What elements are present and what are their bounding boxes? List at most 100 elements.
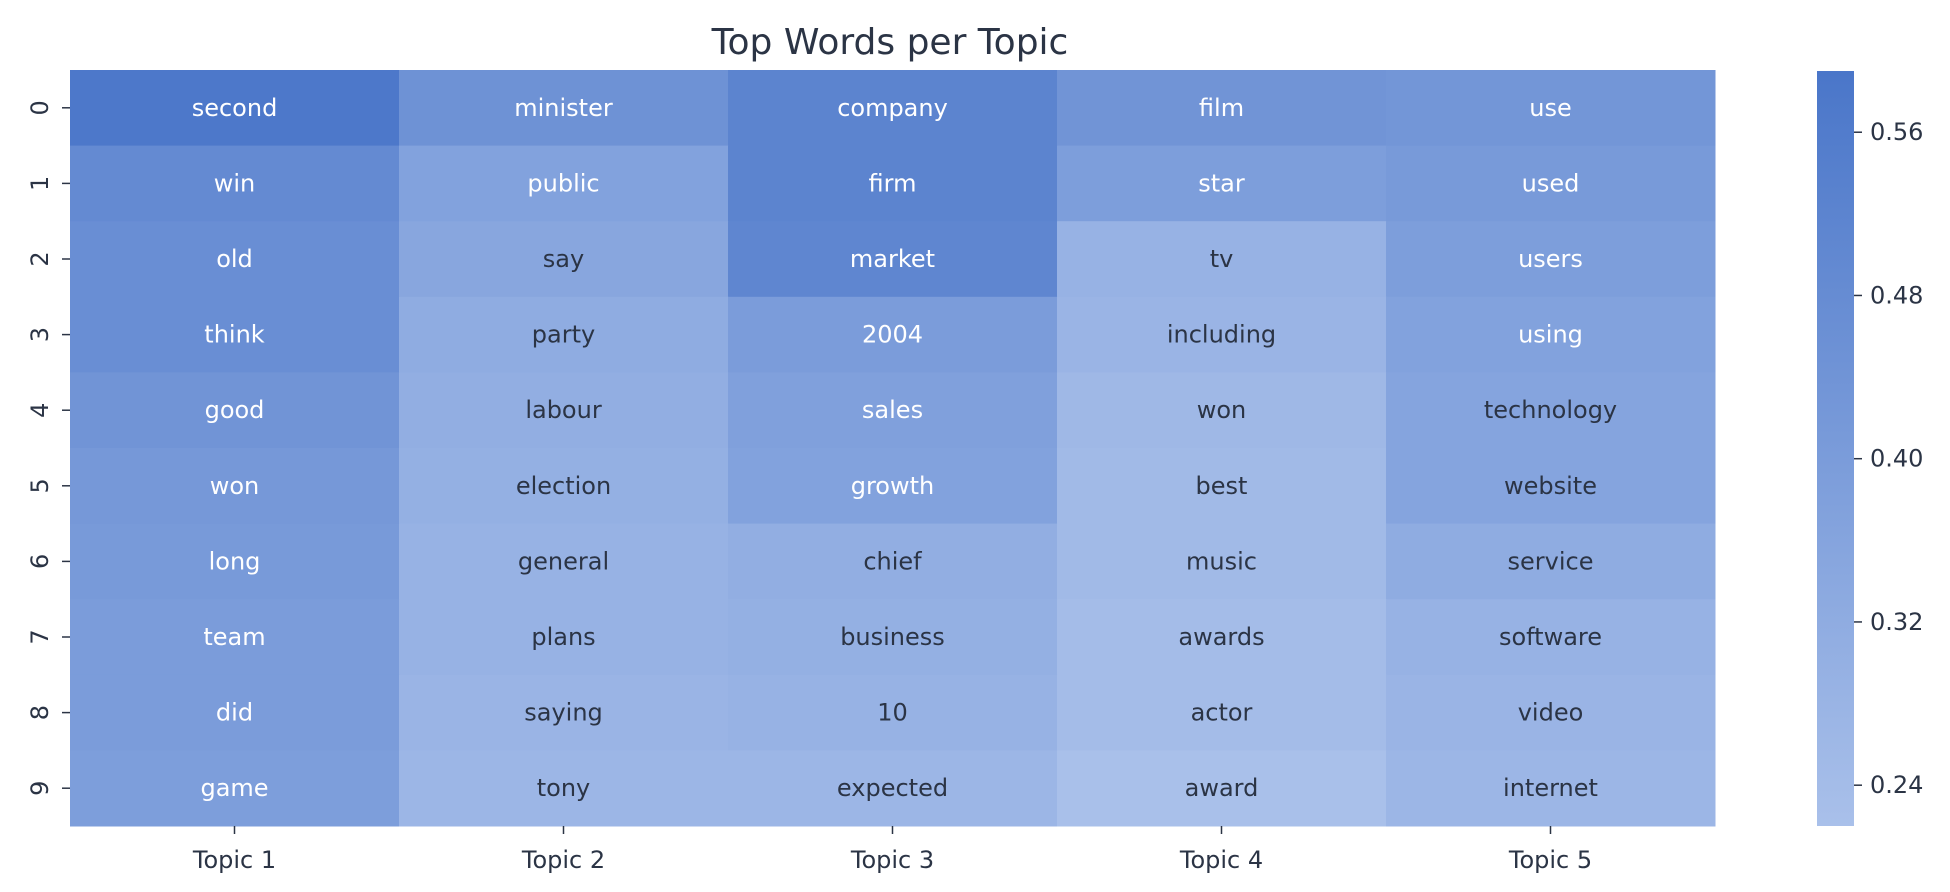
heatmap-cell	[399, 448, 729, 525]
cell-label: video	[1518, 699, 1584, 727]
heatmap-cell	[399, 599, 729, 676]
heatmap-cell	[399, 145, 729, 222]
cell-label: team	[203, 623, 265, 651]
heatmap-cell	[1386, 70, 1716, 147]
heatmap-cell	[399, 296, 729, 373]
cell-label: plans	[531, 623, 595, 651]
cell-label: film	[1199, 94, 1244, 122]
cell-label: game	[200, 774, 268, 802]
x-tick-label: Topic 5	[1508, 846, 1592, 874]
heatmap-cell	[1057, 599, 1387, 676]
heatmap-cell	[728, 296, 1058, 373]
y-tick-label: 3	[26, 327, 54, 342]
x-tick-label: Topic 4	[1179, 846, 1263, 874]
cell-label: second	[192, 94, 278, 122]
cell-label: software	[1499, 623, 1602, 651]
colorbar-gradient	[1817, 71, 1854, 826]
heatmap-cell	[70, 599, 400, 676]
cell-label: won	[210, 472, 260, 500]
cell-label: using	[1518, 321, 1583, 349]
cell-label: saying	[524, 699, 603, 727]
cell-label: tv	[1210, 245, 1234, 273]
cell-label: labour	[525, 396, 602, 424]
heatmap-cell	[1386, 145, 1716, 222]
colorbar: 0.24 0.32 0.40 0.48 0.56	[1817, 71, 1923, 826]
y-tick-label: 6	[26, 554, 54, 569]
cell-label: growth	[851, 472, 935, 500]
y-axis: 0 1 2 3 4 5 6 7 8 9	[26, 100, 70, 796]
x-tick-label: Topic 2	[521, 846, 605, 874]
heatmap-cell	[399, 70, 729, 147]
cell-label: technology	[1484, 396, 1617, 424]
y-tick-label: 1	[26, 176, 54, 191]
heatmap-cell	[1386, 221, 1716, 298]
heatmap-cell	[1057, 750, 1387, 827]
colorbar-tick-label: 0.32	[1870, 608, 1923, 636]
cell-label: internet	[1503, 774, 1598, 802]
cell-label: website	[1504, 472, 1597, 500]
cell-label: use	[1529, 94, 1571, 122]
heatmap-cell	[728, 221, 1058, 298]
cell-label: old	[216, 245, 253, 273]
cell-label: think	[204, 321, 265, 349]
heatmap-cell	[70, 221, 400, 298]
heatmap-cell	[1386, 372, 1716, 449]
colorbar-tick-label: 0.24	[1870, 771, 1923, 799]
y-tick-label: 2	[26, 251, 54, 266]
heatmap-cell	[70, 523, 400, 600]
heatmap-cell	[728, 599, 1058, 676]
heatmap-cell	[399, 523, 729, 600]
heatmap-cell	[399, 750, 729, 827]
chart-title: Top Words per Topic	[711, 22, 1069, 63]
heatmap-cell	[1386, 599, 1716, 676]
cell-label: general	[518, 547, 609, 575]
heatmap-cell	[1386, 523, 1716, 600]
x-tick-label: Topic 3	[850, 846, 934, 874]
cell-label: firm	[869, 169, 917, 197]
y-tick-label: 0	[26, 100, 54, 115]
cell-label: including	[1167, 321, 1276, 349]
heatmap-cell	[1386, 674, 1716, 751]
heatmap-cell	[728, 145, 1058, 222]
cell-label: election	[516, 472, 611, 500]
cell-label: win	[214, 169, 256, 197]
cell-label: market	[850, 245, 935, 273]
heatmap-cell	[728, 448, 1058, 525]
heatmap-cell	[1057, 145, 1387, 222]
heatmap-cell	[1057, 523, 1387, 600]
cell-label: public	[527, 169, 599, 197]
heatmap-cell	[728, 674, 1058, 751]
heatmap-cell	[728, 523, 1058, 600]
x-axis: Topic 1 Topic 2 Topic 3 Topic 4 Topic 5	[192, 826, 1592, 874]
cell-label: party	[532, 321, 595, 349]
cell-label: chief	[863, 547, 922, 575]
y-tick-label: 4	[26, 403, 54, 418]
colorbar-tick-label: 0.48	[1870, 281, 1923, 309]
cell-label: tony	[537, 774, 591, 802]
cell-label: long	[209, 547, 261, 575]
heatmap-cell	[1057, 296, 1387, 373]
heatmap-cell	[1057, 70, 1387, 147]
cell-label: sales	[862, 396, 923, 424]
heatmap-cells: second minister company film use win public fir…	[70, 70, 1716, 827]
cell-label: company	[837, 94, 948, 122]
cell-label: star	[1198, 169, 1245, 197]
cell-label: say	[543, 245, 584, 273]
y-tick-label: 9	[26, 781, 54, 796]
heatmap-cell	[1057, 674, 1387, 751]
y-tick-label: 8	[26, 705, 54, 720]
cell-label: 10	[877, 699, 908, 727]
cell-label: did	[216, 699, 253, 727]
colorbar-tick-label: 0.40	[1870, 445, 1923, 473]
cell-label: minister	[514, 94, 613, 122]
colorbar-tick-label: 0.56	[1870, 118, 1923, 146]
cell-label: actor	[1191, 699, 1253, 727]
heatmap-cell	[70, 70, 400, 147]
heatmap-cell	[70, 448, 400, 525]
heatmap-cell	[70, 372, 400, 449]
heatmap-cell	[1057, 372, 1387, 449]
heatmap-cell	[70, 296, 400, 373]
cell-label: 2004	[862, 321, 923, 349]
heatmap-cell	[728, 70, 1058, 147]
cell-label: music	[1186, 547, 1257, 575]
